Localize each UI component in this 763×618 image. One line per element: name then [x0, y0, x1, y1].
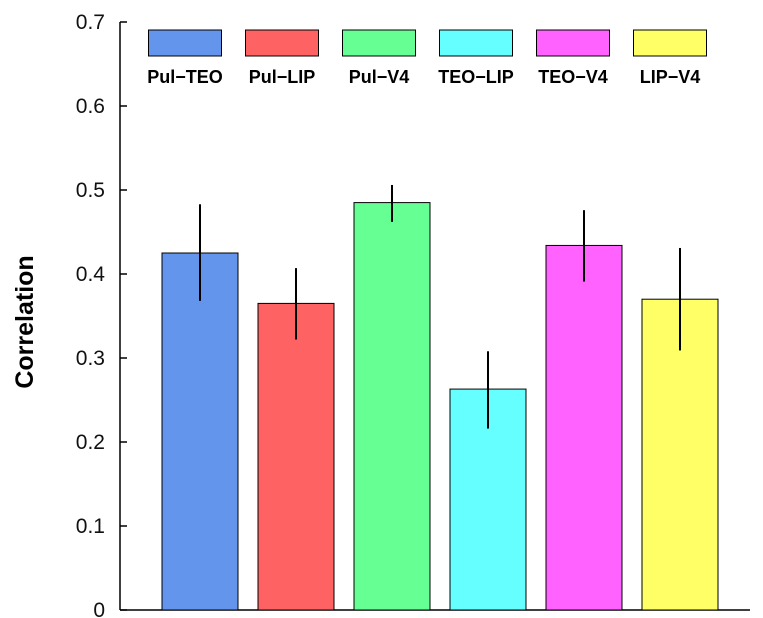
y-axis-title: Correlation [11, 255, 39, 388]
y-tick-label: 0.6 [76, 95, 105, 118]
legend-label: LIP−V4 [640, 67, 701, 87]
legend-swatch [342, 29, 416, 57]
y-tick-label: 0.5 [76, 179, 105, 202]
y-tick-label: 0.2 [76, 431, 105, 454]
legend-label: Pul−TEO [147, 67, 223, 87]
legend-label: TEO−LIP [438, 67, 514, 87]
y-tick-label: 0 [93, 599, 105, 618]
legend-swatch [148, 29, 222, 57]
error-bars [199, 184, 681, 429]
legend-label: Pul−LIP [249, 67, 316, 87]
bar [353, 202, 431, 611]
bar [545, 244, 623, 611]
legend-label: TEO−V4 [538, 67, 608, 87]
y-tick-label: 0.7 [76, 11, 105, 34]
bar [161, 252, 239, 611]
legend-swatch [633, 29, 707, 57]
legend-swatch [245, 29, 319, 57]
y-tick-label: 0.3 [76, 347, 105, 370]
y-tick-label: 0.1 [76, 515, 105, 538]
bar [641, 298, 719, 611]
y-ticks: 0 0.1 0.2 0.3 0.4 0.5 0.6 0.7 [76, 11, 127, 618]
legend-swatch [439, 29, 513, 57]
legend-label: Pul−V4 [349, 67, 410, 87]
bars [161, 202, 719, 611]
bar [257, 302, 335, 611]
y-tick-label: 0.4 [76, 263, 106, 286]
legend: Pul−TEO Pul−LIP Pul−V4 TEO−LIP TEO−V4 LIP−V4 [147, 29, 707, 87]
legend-swatch [536, 29, 610, 57]
